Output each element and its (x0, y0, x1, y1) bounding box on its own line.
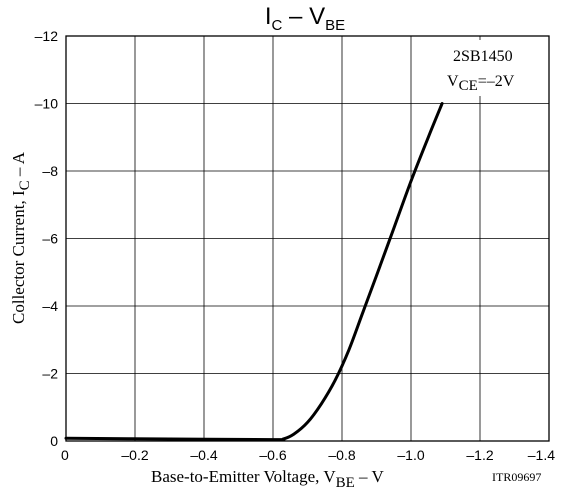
x-tick-label: –1.0 (397, 447, 424, 463)
y-tick-labels: 0 –2 –4 –6 –8 –10 –12 (35, 28, 59, 449)
ic-vbe-curve (64, 102, 444, 442)
vce-condition: VCE=–2V (447, 73, 515, 94)
x-tick-labels: 0 –0.2 –0.4 –0.6 –0.8 –1.0 –1.2 –1.4 (61, 447, 555, 463)
title-sub2: BE (325, 17, 345, 34)
y-tick-label: –12 (35, 28, 59, 44)
y-tick-label: 0 (50, 433, 58, 449)
xlabel-sub: BE (336, 475, 355, 490)
part-number: 2SB1450 (453, 48, 513, 65)
x-tick-label: 0 (61, 447, 69, 463)
grid-lines (65, 35, 550, 442)
x-tick-label: –0.6 (259, 447, 286, 463)
y-tick-label: –4 (42, 298, 58, 314)
y-tick-label: –8 (42, 163, 58, 179)
ylabel-post: – A (9, 151, 28, 180)
plot-frame (65, 35, 550, 442)
x-tick-label: –1.4 (528, 447, 555, 463)
y-tick-label: –10 (35, 96, 59, 112)
vce-sub: CE (459, 78, 478, 94)
xlabel-post: – V (355, 467, 385, 486)
figure-code: ITR09697 (492, 470, 541, 484)
title-main2: V (309, 3, 325, 30)
title-main: I (265, 3, 272, 30)
x-tick-label: –0.8 (328, 447, 355, 463)
x-axis-label: Base-to-Emitter Voltage, VBE – V (151, 467, 384, 490)
title-sub1: C (272, 17, 283, 34)
xlabel-pre: Base-to-Emitter Voltage, V (151, 467, 336, 486)
vce-pre: V (447, 73, 459, 90)
ylabel-pre: Collector Current, I (9, 190, 28, 324)
y-axis-label: Collector Current, IC – A (9, 151, 33, 324)
x-tick-label: –1.2 (466, 447, 493, 463)
y-tick-label: –2 (42, 366, 58, 382)
annotation-background (444, 40, 546, 96)
vce-post: =–2V (478, 73, 515, 90)
x-tick-label: –0.2 (121, 447, 148, 463)
y-tick-label: –6 (42, 231, 58, 247)
ylabel-sub: C (17, 180, 33, 190)
chart-title: IC – VBE (265, 3, 345, 34)
x-tick-label: –0.4 (190, 447, 217, 463)
title-dash: – (282, 3, 309, 30)
